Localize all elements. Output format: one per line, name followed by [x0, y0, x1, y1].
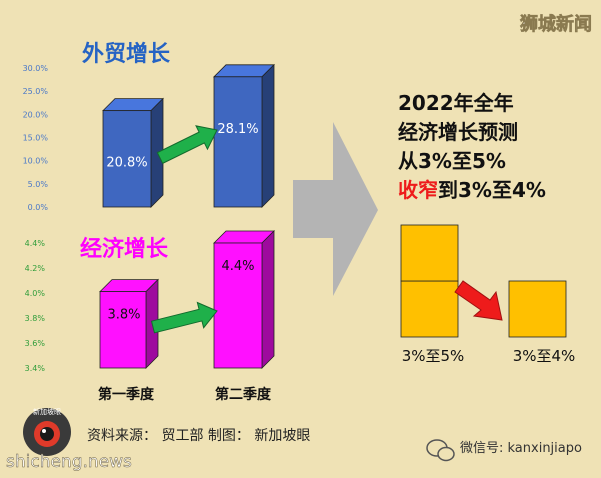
growth-chart-title: 经济增长	[80, 236, 169, 262]
trade-bar	[213, 63, 275, 208]
y-tick-label: 3.4%	[25, 364, 46, 373]
growth-bars: 3.8% 4.4%	[99, 230, 275, 369]
red-arrow	[454, 280, 503, 321]
grey-arrow	[293, 122, 378, 296]
eye-logo-icon	[23, 408, 71, 456]
forecast-boxes	[400, 224, 567, 338]
green-arrow	[150, 301, 218, 334]
growth-data-label: 3.8%	[107, 308, 140, 323]
y-tick-label: 25.0%	[23, 87, 49, 96]
source-line: 资料来源： 贸工部 制图： 新加坡眼	[87, 428, 310, 444]
wechat-icon	[426, 439, 455, 462]
logo-text: 新加坡眼	[33, 407, 61, 416]
trade-data-label: 20.8%	[106, 156, 147, 171]
y-tick-label: 4.0%	[25, 289, 46, 298]
y-tick-label: 4.4%	[25, 239, 46, 248]
forecast-line-1: 2022年全年	[398, 91, 514, 115]
y-tick-label: 15.0%	[23, 134, 49, 143]
y-tick-label: 20.0%	[23, 110, 49, 119]
trade-bars: 20.8% 28.1%	[102, 63, 275, 208]
growth-bar	[213, 230, 275, 369]
y-tick-label: 10.0%	[23, 157, 49, 166]
y-tick-label: 30.0%	[23, 64, 49, 73]
growth-data-label: 4.4%	[221, 259, 254, 274]
forecast-line-2: 经济增长预测	[398, 120, 518, 144]
y-tick-label: 5.0%	[28, 180, 49, 189]
forecast-box	[400, 280, 459, 338]
forecast-line-3: 从3%至5%	[398, 149, 506, 173]
forecast-highlight-rest: 到3%至4%	[438, 178, 546, 202]
green-arrow	[156, 125, 218, 165]
growth-y-axis: 3.4% 3.6% 3.8% 4.0% 4.2% 4.4%	[25, 239, 46, 373]
trade-chart-title: 外贸增长	[82, 41, 171, 67]
x-label-q2: 第二季度	[215, 386, 272, 403]
trade-data-label: 28.1%	[217, 122, 258, 137]
site-watermark: shicheng.news	[6, 452, 132, 472]
y-tick-label: 3.8%	[25, 314, 46, 323]
y-tick-label: 3.6%	[25, 339, 46, 348]
forecast-label-after: 3%至4%	[513, 347, 576, 365]
growth-bar	[99, 278, 159, 369]
forecast-line-4: 收窄到3%至4%	[398, 178, 546, 202]
y-tick-label: 0.0%	[28, 203, 49, 212]
x-label-q1: 第一季度	[98, 386, 155, 403]
forecast-box	[400, 224, 459, 282]
forecast-label-before: 3%至5%	[402, 347, 465, 365]
y-tick-label: 4.2%	[25, 264, 46, 273]
trade-y-axis: 0.0% 5.0% 10.0% 15.0% 20.0% 25.0% 30.0%	[23, 64, 49, 212]
forecast-highlight: 收窄	[398, 178, 438, 202]
forecast-box	[508, 280, 567, 338]
watermark-top: 狮城新闻	[520, 13, 592, 35]
trade-bar	[102, 97, 164, 208]
wechat-watermark: 微信号: kanxinjiapo	[460, 441, 582, 456]
